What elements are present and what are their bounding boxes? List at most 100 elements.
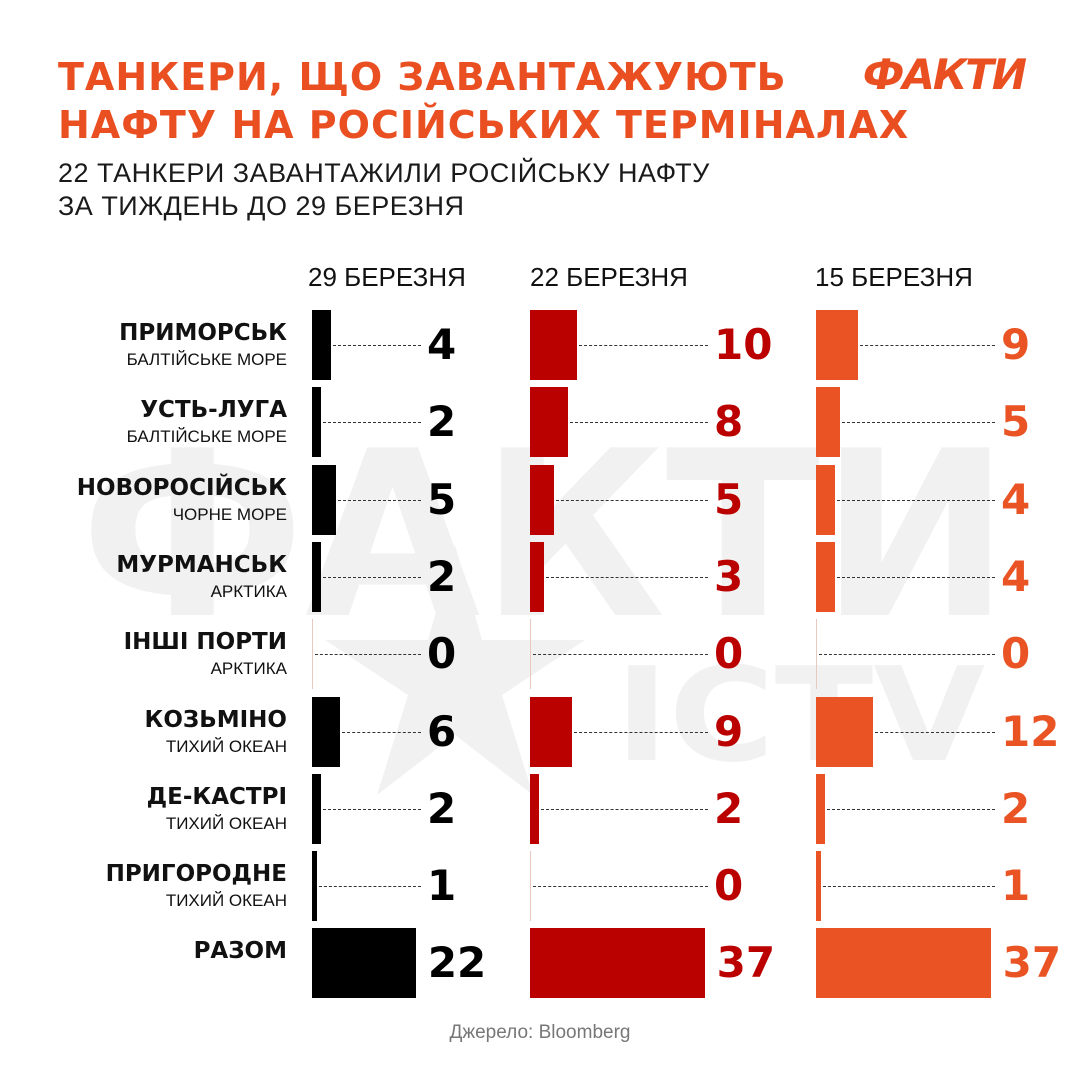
data-bar [312,387,322,458]
leader-line [555,499,708,501]
leader-line [323,576,421,578]
leader-line [546,576,708,578]
terminal-name: НОВОРОСІЙСЬК [76,474,287,501]
leader-line [541,808,708,810]
leader-line [836,499,995,501]
data-bar [530,310,578,380]
leader-line [337,499,421,501]
watermark-sub-text: ICTV [615,639,985,791]
terminal-name: РАЗОМ [193,938,287,965]
data-bar [530,541,545,612]
terminal-name: ПРИМОРСЬК [119,320,287,346]
leader-line [819,654,995,656]
data-label: 5 [1001,397,1031,447]
terminal-name: ІНШІ ПОРТИ [123,629,287,656]
chart-subtitle-line-1: 22 ТАНКЕРИ ЗАВАНТАЖИЛИ РОСІЙСЬКУ НАФТУ [58,158,710,188]
brand-logo: ФАКТИ [862,50,1027,99]
data-label: 2 [1001,783,1031,833]
terminal-region: АРКТИКА [210,659,287,679]
data-bar [816,464,835,535]
leader-line [342,731,421,733]
data-label: 2 [427,783,457,833]
chart-subtitle-line-2: ЗА ТИЖДЕНЬ ДО 29 БЕРЕЗНЯ [58,191,465,221]
watermark-star-icon [325,545,585,795]
data-bar [312,928,416,999]
data-label: 2 [427,397,457,447]
series-header: 29 БЕРЕЗНЯ [308,262,466,292]
leader-line [579,345,708,346]
data-bar [312,696,341,767]
data-bar [530,851,531,922]
data-label: 3 [714,551,744,601]
data-bar [816,773,826,844]
data-label: 9 [1001,320,1031,369]
data-bar [530,928,705,999]
leader-line [332,345,421,346]
data-label: 0 [1001,629,1031,679]
data-bar [312,310,331,380]
chart-title-line-2: НАФТУ НА РОСІЙСЬКИХ ТЕРМІНАЛАХ [58,103,910,147]
terminal-name: УСТЬ-ЛУГА [140,397,287,424]
data-label: 0 [427,629,457,679]
data-label: 37 [716,938,776,988]
leader-line [841,422,995,424]
data-bar [312,619,313,690]
data-bar [816,310,859,380]
leader-line [827,808,995,810]
leader-line [569,422,708,424]
data-bar [312,541,322,612]
leader-line [315,654,421,656]
data-label: 0 [714,861,744,911]
leader-line [860,345,995,346]
data-bar [530,773,540,844]
leader-line [533,886,708,888]
series-header: 22 БЕРЕЗНЯ [530,262,688,292]
data-label: 22 [427,938,487,988]
data-bar [530,464,554,535]
leader-line [836,576,995,578]
leader-line [874,731,995,733]
series-header: 15 БЕРЕЗНЯ [815,262,973,292]
source-note: Джерело: Bloomberg [449,1022,631,1043]
data-label: 12 [1001,706,1060,756]
data-bar [312,773,322,844]
data-bar [816,851,821,922]
data-bar [530,387,568,458]
data-label: 2 [714,783,744,833]
terminal-region: ЧОРНЕ МОРЕ [172,504,287,524]
data-label: 6 [427,706,457,756]
leader-line [323,808,421,810]
terminal-region: АРКТИКА [210,581,287,601]
leader-line [533,654,708,656]
terminal-name: МУРМАНСЬК [116,551,287,578]
leader-line [323,422,421,424]
data-label: 1 [427,861,457,911]
data-label: 0 [714,629,744,679]
data-bar [816,541,835,612]
data-bar [530,619,531,690]
leader-line [318,886,421,888]
data-label: 4 [1001,474,1031,524]
leader-line [822,886,995,888]
terminal-name: ПРИГОРОДНЕ [105,861,287,888]
data-bar [816,387,840,458]
data-label: 5 [427,474,457,524]
data-bar [530,696,573,767]
terminal-name: КОЗЬМІНО [144,706,287,733]
leader-line [574,731,708,733]
data-bar [816,619,817,690]
data-label: 9 [714,706,744,756]
terminal-region: БАЛТІЙСЬКЕ МОРЕ [126,427,287,447]
terminal-region: ТИХИЙ ОКЕАН [165,813,287,833]
data-label: 5 [714,474,744,524]
data-label: 2 [427,551,457,601]
data-label: 4 [1001,551,1031,601]
data-label: 10 [714,320,773,369]
data-label: 1 [1001,861,1031,911]
data-bar [816,928,991,999]
data-bar [816,696,873,767]
terminal-region: ТИХИЙ ОКЕАН [165,891,287,911]
data-label: 8 [714,397,744,447]
terminal-name: ДЕ-КАСТРІ [146,783,287,810]
